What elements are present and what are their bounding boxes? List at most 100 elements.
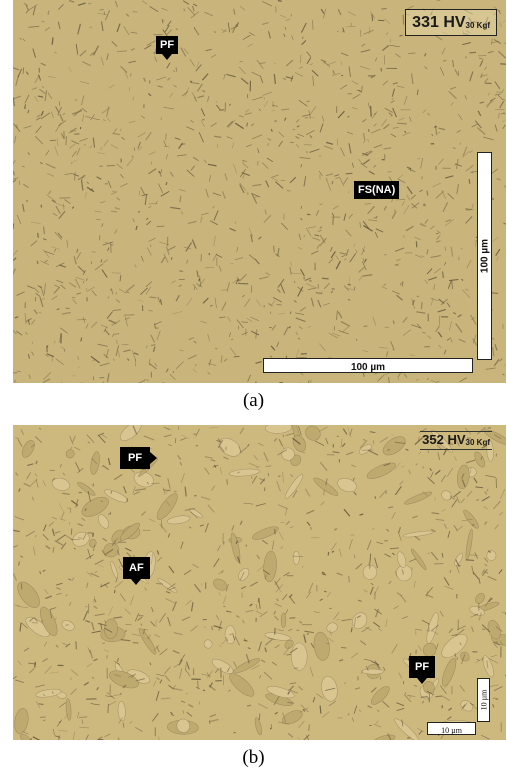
grain-stroke: [281, 222, 289, 231]
grain-stroke: [332, 205, 339, 210]
grain-stroke: [326, 141, 334, 145]
grain-stroke: [436, 444, 442, 451]
grain-stroke: [98, 736, 103, 740]
grain-stroke: [479, 101, 485, 104]
grain-stroke: [343, 508, 351, 517]
grain-stroke: [404, 130, 407, 134]
grain-stroke: [130, 595, 134, 606]
grain-stroke: [111, 190, 117, 193]
grain-stroke: [20, 583, 23, 590]
grain-stroke: [77, 467, 84, 474]
grain-stroke: [320, 501, 325, 506]
grain-stroke: [55, 106, 60, 113]
grain-stroke: [306, 100, 310, 103]
grain-stroke: [146, 40, 156, 46]
grain-stroke: [397, 122, 407, 125]
grain-stroke: [493, 643, 498, 648]
grain-stroke: [430, 528, 436, 533]
grain-stroke: [496, 178, 501, 181]
grain-stroke: [486, 99, 493, 108]
grain-stroke: [38, 427, 42, 430]
grain-stroke: [22, 731, 29, 735]
grain-stroke: [274, 181, 284, 189]
grain-stroke: [93, 658, 98, 662]
grain-stroke: [355, 338, 358, 341]
grain-stroke: [146, 247, 152, 256]
grain-stroke: [260, 659, 266, 663]
grain-stroke: [163, 434, 172, 438]
grain-stroke: [381, 286, 388, 290]
grain-stroke: [14, 604, 20, 607]
grain-stroke: [150, 161, 153, 165]
grain-stroke: [323, 302, 330, 306]
grain-stroke: [251, 192, 261, 198]
grain-stroke: [381, 8, 387, 10]
grain-stroke: [364, 246, 366, 249]
grain-stroke: [215, 615, 220, 620]
grain-stroke: [391, 434, 394, 437]
grain-stroke: [442, 59, 447, 62]
grain-stroke: [461, 654, 466, 665]
grain-stroke: [403, 205, 410, 215]
grain-stroke: [459, 642, 462, 646]
grain-stroke: [210, 122, 217, 127]
grain-stroke: [349, 428, 353, 436]
grain-stroke: [31, 351, 35, 356]
grain-stroke: [443, 349, 447, 355]
grain-stroke: [441, 31, 448, 34]
grain-stroke: [112, 128, 118, 135]
grain-stroke: [97, 152, 105, 154]
grain-stroke: [391, 97, 395, 101]
grain-stroke: [376, 709, 380, 713]
grain-stroke: [72, 731, 76, 740]
grain-stroke: [414, 628, 422, 631]
grain-stroke: [161, 18, 164, 24]
grain-stroke: [351, 464, 356, 468]
grain-stroke: [193, 96, 198, 102]
grain-stroke: [114, 661, 121, 665]
grain-stroke: [373, 621, 381, 628]
grain-stroke: [251, 71, 261, 77]
grain-stroke: [55, 205, 61, 214]
grain-stroke: [372, 164, 377, 168]
grain-stroke: [48, 521, 55, 527]
grain-stroke: [122, 485, 127, 494]
grain-stroke: [319, 461, 328, 472]
grain-stroke: [131, 155, 134, 159]
grain-stroke: [493, 38, 502, 45]
grain-stroke: [97, 432, 105, 437]
grain-stroke: [99, 9, 104, 11]
grain-stroke: [312, 237, 321, 241]
grain-stroke: [83, 681, 90, 686]
grain-stroke: [25, 331, 28, 335]
grain-stroke: [13, 170, 15, 176]
grain-stroke: [351, 80, 359, 85]
grain-stroke: [209, 220, 219, 226]
grain-stroke: [131, 350, 137, 361]
grain-stroke: [204, 456, 213, 459]
grain-stroke: [472, 338, 478, 346]
grain-stroke: [35, 135, 44, 145]
grain-stroke: [40, 110, 44, 116]
grain-stroke: [285, 520, 291, 526]
grain-stroke: [173, 632, 183, 636]
grain-stroke: [165, 246, 170, 255]
grain-stroke: [369, 105, 372, 117]
grain-stroke: [289, 266, 292, 275]
grain-stroke: [309, 63, 313, 66]
grain-stroke: [164, 25, 170, 33]
grain-stroke: [150, 621, 156, 627]
grain-stroke: [179, 349, 184, 352]
grain-stroke: [360, 49, 371, 53]
grain-stroke: [155, 200, 158, 205]
grain-stroke: [60, 346, 66, 351]
grain-stroke: [273, 610, 276, 615]
grain-stroke: [276, 288, 281, 293]
grain-stroke: [437, 331, 443, 338]
grain-stroke: [145, 281, 153, 288]
grain-stroke: [479, 60, 484, 67]
grain-stroke: [85, 582, 89, 589]
grain-stroke: [118, 350, 120, 358]
grain-stroke: [36, 114, 41, 118]
grain-stroke: [115, 577, 118, 583]
